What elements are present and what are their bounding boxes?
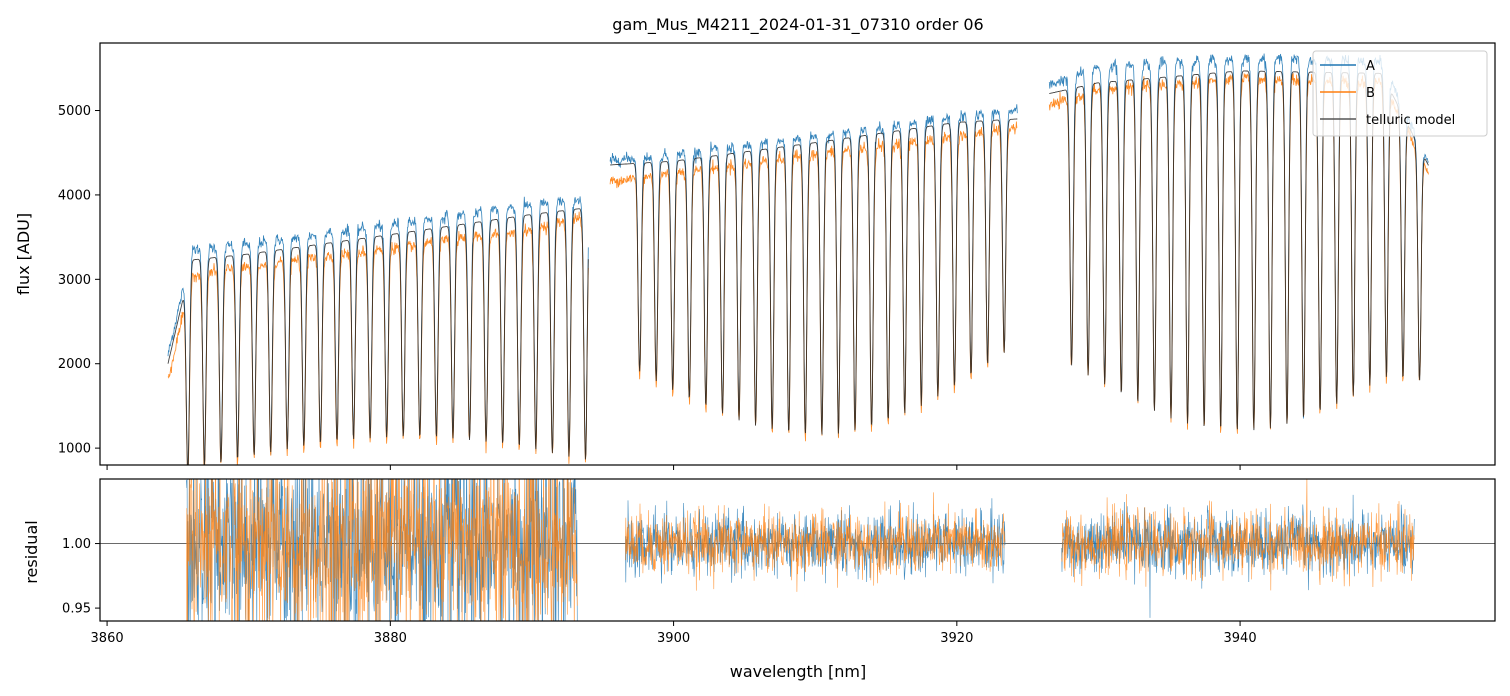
legend-box <box>1312 50 1488 137</box>
residual-xtick-label: 3900 <box>657 631 690 646</box>
legend-label-b: B <box>1366 86 1375 101</box>
residual-xtick-label: 3940 <box>1224 631 1257 646</box>
legend-label-telluric: telluric model <box>1366 113 1455 128</box>
spectrum-ytick-label: 5000 <box>58 104 91 119</box>
residual-ytick-label: 1.00 <box>62 537 91 552</box>
legend: A B telluric model <box>1312 50 1488 137</box>
spectrum-axes-frame <box>99 42 1496 466</box>
residual-panel: 0.95 1.00 3860 3880 3900 3920 3940 residual w… <box>22 478 1496 681</box>
legend-label-a: A <box>1366 59 1375 74</box>
residual-series-b <box>186 479 1415 621</box>
spectrum-panel: 1000 2000 3000 4000 5000 flux [ADU] A B tell… <box>14 42 1496 470</box>
spectrum-ytick-label: 2000 <box>58 357 91 372</box>
residual-xtick-label: 3920 <box>940 631 973 646</box>
chart-title: gam_Mus_M4211_2024-01-31_07310 order 06 <box>612 15 983 35</box>
residual-axes-frame <box>99 478 1496 622</box>
residual-ylabel: residual <box>22 520 41 583</box>
residual-ytick-label: 0.95 <box>62 602 91 617</box>
residual-xtick-label: 3880 <box>374 631 407 646</box>
spectrum-ytick-label: 3000 <box>58 273 91 288</box>
spectrum-ylabel: flux [ADU] <box>14 213 33 295</box>
residual-xlabel: wavelength [nm] <box>730 662 867 681</box>
spectrum-ytick-label: 4000 <box>58 188 91 203</box>
residual-xtick-label: 3860 <box>91 631 124 646</box>
spectrum-ytick-label: 1000 <box>58 442 91 457</box>
